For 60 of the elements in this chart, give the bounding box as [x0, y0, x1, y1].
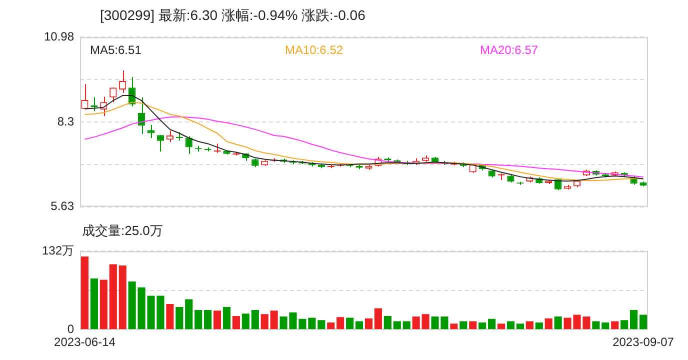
bar: [554, 316, 562, 330]
bar: [222, 307, 231, 330]
bar: [535, 322, 543, 330]
bar: [260, 314, 268, 330]
bar: [118, 265, 126, 330]
bar: [109, 264, 117, 330]
bar: [526, 321, 534, 330]
bar: [592, 321, 600, 330]
text: MA5:6.51: [90, 43, 142, 58]
bar: [336, 317, 344, 330]
candlestick: [156, 134, 164, 152]
bar: [506, 321, 515, 330]
bar: [611, 321, 619, 330]
bar: [630, 310, 638, 330]
y-tick-label: 0: [67, 322, 74, 336]
y-tick-label: 132万: [42, 244, 74, 258]
bar: [450, 324, 458, 330]
bar: [176, 307, 184, 330]
y-tick-label: 10.98: [44, 30, 74, 44]
bar: [620, 320, 628, 330]
bar: [544, 318, 552, 330]
x-tick-label: 2023-06-14: [54, 335, 116, 350]
bar: [327, 322, 335, 330]
bar: [166, 304, 174, 330]
bar: [488, 318, 496, 330]
candlestick: [166, 130, 174, 143]
bar: [185, 299, 193, 330]
bar: [194, 310, 202, 330]
bar: [204, 310, 212, 330]
text: MA10:6.52: [285, 43, 344, 58]
bar: [251, 310, 259, 330]
bar: [384, 316, 392, 330]
text: MA20:6.57: [480, 43, 538, 58]
bar: [497, 324, 506, 330]
bar: [242, 314, 250, 330]
bar: [374, 308, 382, 330]
y-tick-label: 8.3: [57, 114, 74, 128]
bar: [393, 321, 401, 330]
bar: [469, 321, 477, 330]
bar: [460, 321, 468, 330]
bar: [402, 321, 410, 330]
bar: [80, 256, 89, 330]
bar: [270, 310, 278, 330]
x-tick-label: 2023-09-07: [612, 335, 674, 350]
bar: [318, 320, 326, 330]
bar: [639, 314, 648, 330]
chart-title: 成交量:25.0万: [81, 222, 164, 238]
bar: [355, 321, 364, 330]
candlestick: [147, 124, 155, 139]
chart-title: [300299] 最新:6.30 涨幅:-0.94% 涨跌:-0.06: [99, 6, 366, 24]
bar: [478, 322, 486, 330]
bar: [602, 322, 610, 330]
bar: [213, 310, 222, 330]
bar: [346, 318, 354, 330]
y-tick-label: 5.63: [50, 199, 74, 214]
bar: [232, 316, 240, 330]
bar: [516, 324, 524, 330]
bar: [364, 318, 373, 330]
bar: [90, 278, 98, 330]
bar: [100, 280, 108, 330]
